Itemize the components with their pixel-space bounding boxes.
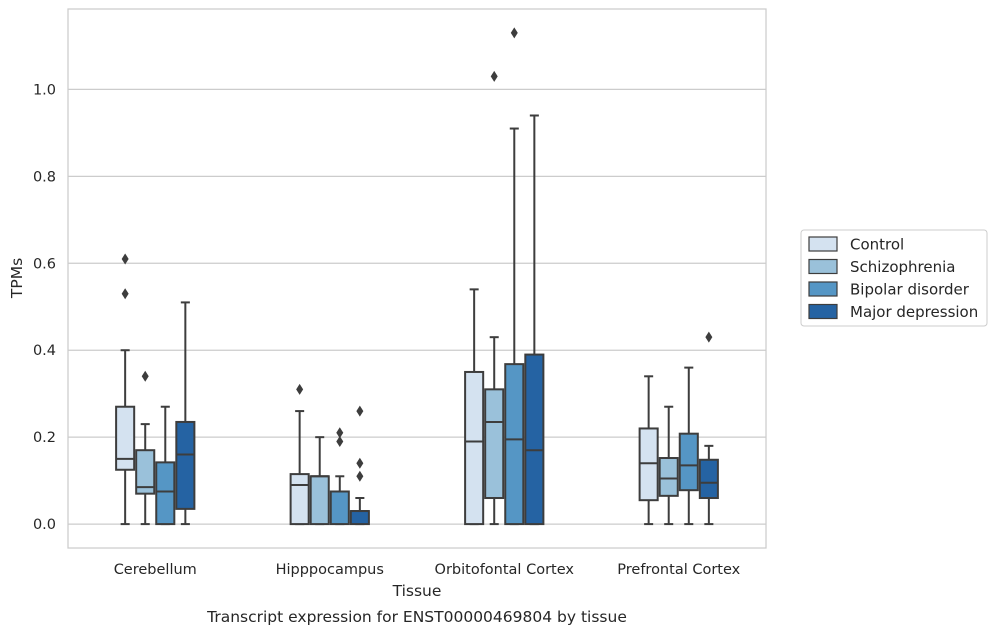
legend-item: Schizophrenia bbox=[808, 258, 955, 276]
box-iqr bbox=[329, 490, 350, 526]
y-tick-label: 0.6 bbox=[33, 256, 56, 272]
outlier-point bbox=[356, 457, 364, 469]
legend-label: Major depression bbox=[850, 303, 978, 321]
y-tick-label: 0.2 bbox=[33, 430, 56, 446]
outlier-point bbox=[356, 405, 364, 417]
series-control bbox=[115, 253, 659, 526]
figure-caption: Transcript expression for ENST0000046980… bbox=[206, 608, 627, 626]
legend-frame bbox=[800, 229, 988, 327]
box bbox=[349, 405, 370, 526]
legend-swatch bbox=[808, 236, 838, 252]
box-iqr bbox=[524, 353, 545, 526]
outlier-point bbox=[356, 470, 364, 482]
series-major-depression bbox=[175, 114, 719, 526]
legend-item: Major depression bbox=[808, 303, 978, 321]
box bbox=[504, 27, 525, 526]
outlier-point bbox=[141, 370, 149, 382]
outlier-point bbox=[705, 331, 713, 343]
box-iqr bbox=[658, 457, 679, 497]
outlier-point bbox=[336, 436, 344, 448]
legend-swatch bbox=[808, 303, 838, 320]
plot-frame bbox=[67, 8, 767, 549]
box bbox=[309, 436, 330, 526]
legend: Control Schizophrenia Bipolar disorder Majo… bbox=[800, 229, 988, 327]
box-iqr bbox=[698, 458, 719, 500]
box-iqr bbox=[309, 475, 330, 526]
legend-swatch bbox=[808, 258, 838, 275]
y-tick-label: 1.0 bbox=[33, 82, 56, 98]
box bbox=[175, 301, 196, 526]
box-iqr bbox=[135, 449, 156, 495]
box-iqr bbox=[464, 370, 485, 526]
box bbox=[464, 288, 485, 526]
y-axis-label: TPMs bbox=[8, 258, 26, 299]
box bbox=[155, 405, 176, 526]
box bbox=[115, 253, 136, 526]
outlier-point bbox=[510, 27, 518, 39]
legend-label: Schizophrenia bbox=[850, 258, 955, 276]
y-tick-label: 0.8 bbox=[33, 169, 56, 185]
box bbox=[658, 405, 679, 526]
box-iqr bbox=[484, 388, 505, 500]
series-bipolar-disorder bbox=[155, 27, 699, 526]
box bbox=[524, 114, 545, 526]
box-iqr bbox=[638, 427, 659, 502]
box bbox=[484, 70, 505, 526]
outlier-point bbox=[336, 427, 344, 439]
box-groups bbox=[115, 27, 719, 526]
outlier-point bbox=[490, 70, 498, 82]
x-tick-label: Prefrontal Cortex bbox=[617, 562, 740, 578]
outlier-point bbox=[121, 288, 129, 300]
legend-label: Control bbox=[850, 236, 904, 254]
box-iqr bbox=[175, 420, 196, 510]
legend-item: Bipolar disorder bbox=[808, 281, 970, 299]
box-iqr bbox=[504, 363, 525, 526]
legend-swatch bbox=[808, 281, 838, 297]
y-tick-label: 0.4 bbox=[33, 343, 56, 359]
box-iqr bbox=[155, 461, 176, 526]
x-tick-labels: Cerebellum Hipppocampus Orbitofontal Corte… bbox=[114, 562, 741, 578]
box-iqr bbox=[289, 473, 310, 526]
box-iqr bbox=[115, 405, 136, 471]
legend-label: Bipolar disorder bbox=[850, 281, 970, 299]
legend-item: Control bbox=[808, 236, 904, 254]
box-iqr bbox=[678, 432, 699, 492]
box bbox=[289, 383, 310, 526]
y-tick-label: 0.0 bbox=[33, 517, 56, 533]
y-tick-labels: 0.0 0.2 0.4 0.6 0.8 1.0 bbox=[33, 82, 56, 533]
box bbox=[678, 366, 699, 526]
x-axis-label: Tissue bbox=[392, 582, 442, 600]
outlier-point bbox=[121, 253, 129, 265]
x-tick-label: Orbitofontal Cortex bbox=[435, 562, 575, 578]
box bbox=[698, 331, 719, 526]
series-schizophrenia bbox=[135, 70, 679, 526]
outlier-point bbox=[296, 383, 304, 395]
box-iqr bbox=[349, 510, 370, 526]
box bbox=[135, 370, 156, 526]
x-tick-label: Hipppocampus bbox=[276, 562, 384, 578]
box bbox=[638, 375, 659, 526]
x-tick-label: Cerebellum bbox=[114, 562, 197, 578]
box bbox=[329, 427, 350, 526]
